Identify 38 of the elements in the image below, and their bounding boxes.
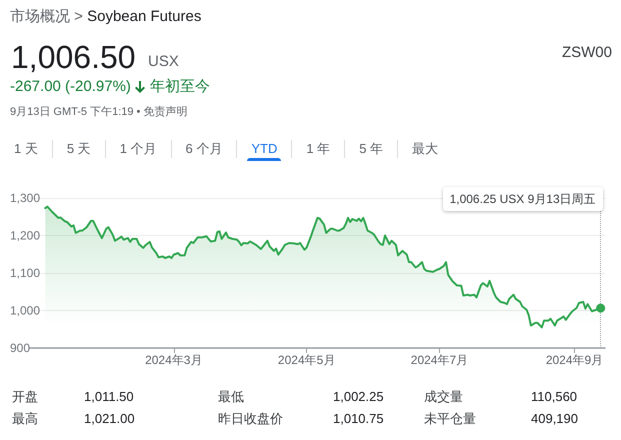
x-tick-label: 2024年3月 [145, 353, 202, 367]
text: 110,560 [531, 389, 578, 405]
chart-title: Soybean Futures [87, 8, 202, 25]
text: 9月13日 GMT-5 下午1:19 • 免责声明 [10, 106, 188, 118]
text: -267.00 (-20.97%) [10, 78, 131, 95]
text: 成交量 [424, 389, 463, 405]
text: 1,021.00 [84, 411, 135, 427]
y-tick-label: 1,200 [10, 228, 40, 242]
text: ZSW00 [562, 44, 612, 61]
y-tick-label: 900 [10, 341, 30, 355]
text: 1 天 [13, 140, 39, 158]
text: 1,011.50 [84, 389, 134, 405]
y-tick-label: 1,000 [10, 304, 40, 318]
text: 开盘 [12, 389, 38, 405]
text: USX [148, 53, 179, 70]
x-tick-label: 2024年7月 [410, 353, 468, 367]
y-tick-label: 1,100 [10, 266, 40, 280]
text: 最高 [12, 411, 38, 427]
y-tick-label: 1,300 [10, 191, 40, 205]
text: 5 天 [66, 140, 92, 158]
x-tick-label: 2024年9月 [546, 353, 604, 367]
text: 1,002.25 [333, 389, 384, 405]
text: 6 个月 [184, 140, 224, 158]
text: 409,190 [531, 411, 578, 427]
text: 最大 [411, 140, 440, 158]
text: 年初至今 [150, 78, 210, 95]
text: 1 个月 [118, 140, 158, 158]
text: 1,006.50 [11, 39, 136, 75]
text: 5 年 [358, 140, 384, 158]
text: 未平仓量 [424, 411, 476, 427]
text: 市场概况 > [10, 8, 83, 25]
text: 1,010.75 [333, 411, 384, 427]
text: 1 年 [305, 140, 332, 158]
ref-line-label: 1,006.25 USX 9月13日周五 [442, 187, 603, 211]
x-tick-label: 2024年5月 [278, 353, 336, 367]
text: 昨日收盘价 [218, 411, 283, 427]
text: 最低 [218, 389, 244, 405]
text: YTD [250, 140, 278, 158]
